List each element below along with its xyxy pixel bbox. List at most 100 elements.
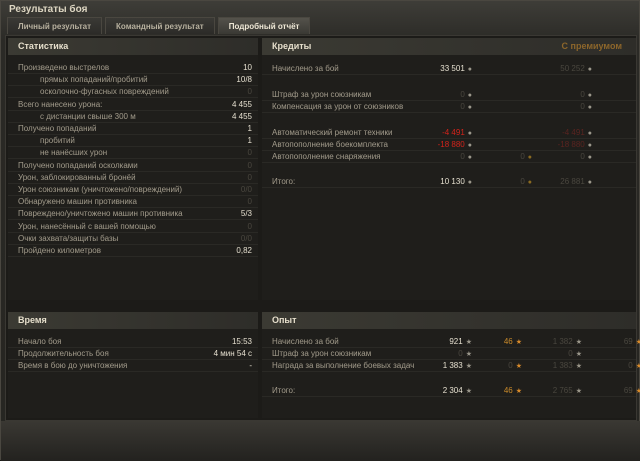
xp-value-c1: 921 ★	[412, 336, 472, 349]
free-xp-star-icon: ★	[635, 339, 640, 346]
coin-icon: ●	[467, 92, 472, 99]
row-label: Автопополнение боекомплекта	[272, 140, 388, 149]
stat-label: пробитий	[40, 136, 75, 146]
xp-value-c3: 1 382 ★	[522, 336, 582, 349]
stat-value: 0,82	[236, 246, 252, 255]
tab-team[interactable]: Командный результат	[105, 17, 215, 34]
window-title: Результаты боя	[9, 4, 88, 15]
coin-icon: ●	[587, 179, 592, 186]
xp-value-c2: 46 ★	[462, 336, 522, 349]
time-row: Время в бою до уничтожения -	[8, 360, 258, 372]
value-text: 69	[623, 386, 633, 395]
stat-label: Пройдено километров	[18, 246, 101, 255]
stat-row: Урон союзникам (уничтожено/повреждений) 0…	[8, 184, 258, 196]
credits-value-c1: 0 ●	[412, 89, 472, 102]
xp-row: Итого: 2 304 ★ 46 ★ 2 765 ★ 69 ★	[262, 385, 640, 398]
xp-star-icon: ★	[575, 388, 582, 395]
xp-star-icon: ★	[575, 363, 582, 370]
value-text: 0	[580, 152, 585, 161]
statistics-header: Статистика	[8, 38, 258, 55]
row-label: Компенсация за урон от союзников	[272, 102, 404, 111]
premium-label: С премиумом	[561, 41, 622, 51]
xp-value-c1: 0 ★	[412, 348, 472, 361]
stat-label: не нанёсших урон	[40, 148, 108, 158]
coin-icon: ●	[467, 104, 472, 111]
credits-value-c3: 26 881 ●	[532, 176, 592, 189]
stat-value: 0	[247, 221, 252, 231]
stat-row: Очки захвата/защиты базы 0/0	[8, 233, 258, 245]
content-area: Статистика Произведено выстрелов 10 прямых…	[5, 35, 640, 421]
credits-value-c3: 50 252 ●	[532, 63, 592, 76]
xp-row: Штраф за урон союзникам 0 ★ 0 ★	[262, 348, 636, 360]
value-text: 2 304	[442, 386, 463, 395]
stat-value: 0	[247, 148, 252, 158]
credits-value-c1: 0 ●	[412, 101, 472, 114]
value-text: 0	[460, 102, 465, 111]
stat-value: 5/3	[240, 209, 252, 219]
stat-value: 0	[247, 160, 252, 170]
xp-value-c3: 1 383 ★	[522, 360, 582, 373]
value-text: 1 382	[552, 337, 573, 346]
xp-value-c1: 2 304 ★	[412, 385, 472, 398]
credits-header: Кредиты С премиумом	[262, 38, 636, 55]
xp-row: Начислено за бой 921 ★ 46 ★ 1 382 ★ 69 ★	[262, 336, 640, 349]
value-text: 46	[503, 337, 513, 346]
xp-value-c2: 0 ★	[462, 360, 522, 373]
value-text: 2 765	[552, 386, 573, 395]
stat-value: 1	[247, 124, 252, 133]
free-xp-star-icon: ★	[515, 363, 522, 370]
credits-value-c3: 0 ●	[532, 151, 592, 164]
value-text: 0	[520, 152, 525, 161]
time-value: 15:53	[231, 337, 252, 346]
value-text: 50 252	[560, 64, 585, 73]
coin-icon: ●	[467, 142, 472, 149]
free-xp-star-icon: ★	[515, 388, 522, 395]
time-row: Продолжительность боя 4 мин 54 с	[8, 348, 258, 360]
stat-row: Урон, заблокированный бронёй 0	[8, 172, 258, 184]
value-text: -4 491	[562, 128, 585, 137]
experience-panel: Опыт Начислено за бой 921 ★ 46 ★ 1 382 ★ 69 ★ Штр…	[262, 312, 640, 418]
row-label: Начислено за бой	[272, 64, 339, 73]
xp-star-icon: ★	[465, 388, 472, 395]
xp-row: Награда за выполнение боевых задач 1 383 ★…	[262, 360, 640, 373]
credits-value-c4: 0●	[592, 176, 640, 189]
stat-value: 0	[247, 172, 252, 182]
credits-row: Начислено за бой 33 501 ● 50 252 ●	[262, 63, 636, 75]
bottom-bar	[1, 421, 640, 461]
free-xp-star-icon: ★	[635, 388, 640, 395]
free-xp-star-icon: ★	[635, 363, 640, 370]
xp-star-icon: ★	[465, 351, 472, 358]
stat-value: 4 455	[231, 111, 252, 121]
stat-row: прямых попаданий/пробитий 10/8	[8, 74, 258, 87]
tab-personal[interactable]: Личный результат	[7, 17, 103, 34]
stat-value: 0	[247, 197, 252, 207]
row-label: Штраф за урон союзникам	[272, 349, 372, 358]
value-text: -18 880	[437, 140, 465, 149]
stat-row: Повреждено/уничтожено машин противника 5/…	[8, 208, 258, 221]
coin-icon: ●	[587, 142, 592, 149]
credits-value-c3: 0 ●	[532, 101, 592, 114]
xp-star-icon: ★	[465, 363, 472, 370]
time-panel: Время Начало боя 15:53 Продолжительность б…	[8, 312, 258, 418]
stat-value: 0/0	[240, 233, 252, 243]
value-text: -18 880	[557, 140, 585, 149]
gold-coin-icon: ●	[527, 154, 532, 161]
credits-value-c3: -4 491 ●	[532, 127, 592, 140]
stat-label: Повреждено/уничтожено машин противника	[18, 209, 183, 219]
stat-value: 0	[247, 87, 252, 97]
stat-row: Произведено выстрелов 10	[8, 62, 258, 74]
credits-value-c1: -18 880 ●	[412, 139, 472, 152]
value-text: 0	[460, 90, 465, 99]
xp-value-c1: 1 383 ★	[412, 360, 472, 373]
coin-icon: ●	[587, 92, 592, 99]
time-value: -	[249, 361, 252, 370]
tab-bar: Личный результат Командный результат Под…	[7, 17, 311, 34]
stat-row: пробитий 1	[8, 135, 258, 148]
stat-row: с дистанции свыше 300 м 4 455	[8, 111, 258, 123]
coin-icon: ●	[467, 130, 472, 137]
stat-value: 10/8	[236, 75, 252, 85]
value-text: 921	[449, 337, 463, 346]
tab-detailed[interactable]: Подробный отчёт	[217, 17, 311, 34]
xp-value-c3: 2 765 ★	[522, 385, 582, 398]
stat-label: Обнаружено машин противника	[18, 197, 137, 207]
